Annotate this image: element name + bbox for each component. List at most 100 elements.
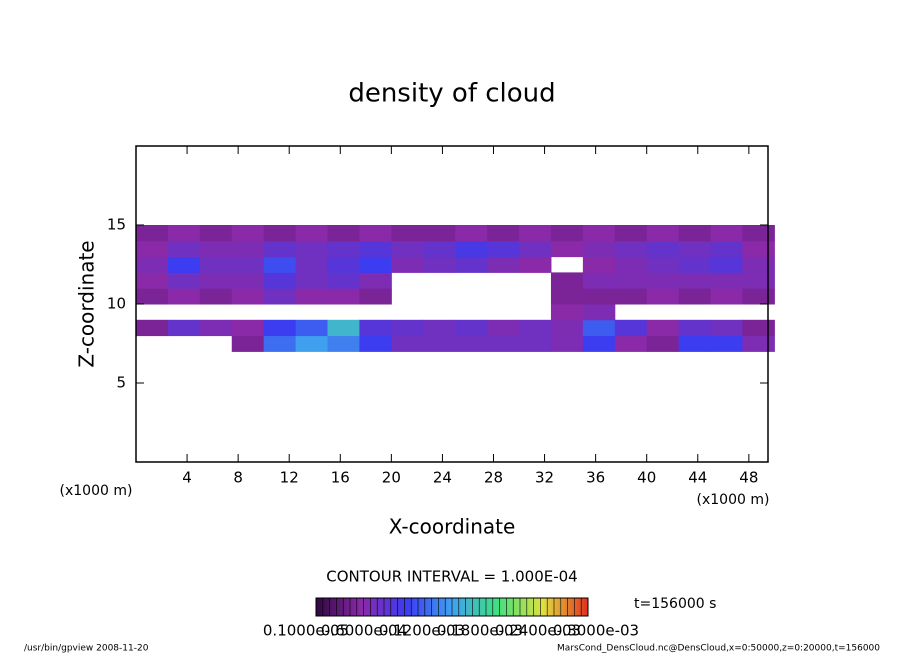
heat-cell <box>742 272 775 289</box>
x-tick-label: 48 <box>739 469 758 487</box>
heat-cell <box>167 225 201 242</box>
x-tick-label: 28 <box>484 469 503 487</box>
colorbar-label: 0.6000e-04 <box>321 622 407 640</box>
heat-cell <box>327 288 360 305</box>
heat-cell <box>391 225 424 242</box>
heat-cell <box>550 319 584 337</box>
heat-cell <box>710 288 743 305</box>
heat-cell <box>678 225 712 242</box>
heat-cell <box>167 272 201 289</box>
heat-cell <box>167 240 201 258</box>
heat-cell <box>646 272 680 289</box>
heat-cell <box>327 335 360 352</box>
heat-cell <box>646 240 680 258</box>
heat-cell <box>263 240 297 258</box>
heat-cell <box>263 272 297 289</box>
heat-cell <box>231 225 265 242</box>
heat-cell <box>646 225 680 242</box>
x-unit-right: (x1000 m) <box>697 492 770 508</box>
heat-cell <box>231 272 265 289</box>
heat-cell <box>455 240 488 258</box>
heat-cell <box>455 335 488 352</box>
heat-cell <box>614 272 648 289</box>
heat-cell <box>678 335 712 352</box>
heat-cell <box>646 288 680 305</box>
heat-cell <box>455 256 488 273</box>
heat-cell <box>742 319 775 337</box>
y-tick-label: 15 <box>107 216 126 234</box>
heat-cell <box>391 240 424 258</box>
heat-cell <box>550 304 584 321</box>
heat-cell <box>550 240 584 258</box>
heat-cell <box>327 225 360 242</box>
heat-cell <box>167 256 201 273</box>
time-label: t=156000 s <box>634 596 716 612</box>
heat-cell <box>359 319 392 337</box>
heat-cell <box>327 272 360 289</box>
heat-cell <box>295 272 329 289</box>
heat-cell <box>678 256 712 273</box>
heat-cell <box>710 335 743 352</box>
heat-cell <box>327 319 360 337</box>
heat-cell <box>359 256 392 273</box>
x-tick-label: 20 <box>382 469 401 487</box>
heat-cell <box>136 272 169 289</box>
heat-cell <box>231 288 265 305</box>
heat-cell <box>423 335 456 352</box>
heat-cell <box>487 240 520 258</box>
heat-cell <box>550 225 584 242</box>
heat-cell <box>614 225 648 242</box>
heat-cell <box>646 319 680 337</box>
heat-cell <box>199 319 233 337</box>
colorbar-label: 0.1200e-03 <box>379 622 465 640</box>
heat-cell <box>167 288 201 305</box>
heat-cell <box>136 256 169 273</box>
heat-cell <box>423 256 456 273</box>
heat-cell <box>487 256 520 273</box>
heat-cell <box>199 240 233 258</box>
colorbar-label: 0.1000e-05 <box>263 622 349 640</box>
heat-cell <box>550 288 584 305</box>
heat-cell <box>614 335 648 352</box>
x-unit-left: (x1000 m) <box>60 483 133 499</box>
heat-cell <box>231 240 265 258</box>
y-axis-label: Z-coordinate <box>75 240 99 367</box>
heat-cell <box>391 335 424 352</box>
heat-cell <box>550 272 584 289</box>
heat-cell <box>487 225 520 242</box>
heat-cell <box>231 319 265 337</box>
heat-cell <box>710 272 743 289</box>
heat-cell <box>263 319 297 337</box>
heat-cell <box>455 225 488 242</box>
heat-cell <box>646 335 680 352</box>
heat-cell <box>359 335 392 352</box>
heat-cell <box>359 272 392 289</box>
heat-cell <box>263 256 297 273</box>
heat-cell <box>678 319 712 337</box>
heat-cell <box>582 304 616 321</box>
x-tick-label: 4 <box>182 469 192 487</box>
x-tick-label: 12 <box>280 469 299 487</box>
heat-cell <box>423 225 456 242</box>
heat-cell <box>742 335 775 352</box>
x-tick-label: 44 <box>688 469 707 487</box>
heat-cell <box>391 256 424 273</box>
heat-cell <box>582 225 616 242</box>
heat-cell <box>582 335 616 352</box>
heat-cell <box>199 225 233 242</box>
heat-cell <box>167 319 201 337</box>
x-tick-label: 40 <box>637 469 656 487</box>
heat-cell <box>519 225 552 242</box>
heat-cell <box>678 272 712 289</box>
heat-cell <box>295 335 329 352</box>
footer-left: /usr/bin/gpview 2008-11-20 <box>24 644 149 654</box>
heat-cell <box>519 319 552 337</box>
heat-cell <box>295 319 329 337</box>
contour-interval: CONTOUR INTERVAL = 1.000E-04 <box>326 568 577 586</box>
heat-cell <box>199 288 233 305</box>
x-tick-label: 36 <box>586 469 605 487</box>
heat-cell <box>359 225 392 242</box>
heat-cell <box>391 319 424 337</box>
heat-cell <box>742 240 775 258</box>
heat-cell <box>614 288 648 305</box>
